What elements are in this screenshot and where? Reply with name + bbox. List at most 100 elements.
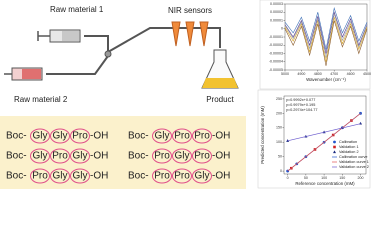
residue: Pro [154, 151, 170, 162]
equation: y=0.9979x+0.195 [286, 103, 315, 107]
y-tick-label: -0.00001 [269, 35, 283, 39]
peptide-prefix: Boc- [6, 131, 27, 142]
y-tick-label: 150 [276, 126, 282, 130]
residue: Gly [33, 151, 48, 162]
y-axis-label: Predicted concentration (mM) [260, 106, 265, 164]
y-tick-label: 0 [280, 169, 282, 173]
y-tick-label: -0.00005 [269, 68, 283, 72]
peptide-prefix: Boc- [6, 171, 27, 182]
equation: y=0.9992x+0.077 [286, 98, 315, 102]
chart-frame [257, 89, 371, 189]
product-liquid [202, 78, 238, 88]
series-line [284, 20, 368, 66]
series-line [287, 113, 361, 172]
residue: Pro [174, 171, 190, 182]
peptide-panel [0, 116, 246, 189]
residue: Pro [32, 171, 48, 182]
residue-circle [172, 168, 192, 184]
y-tick-label: 100 [276, 140, 282, 144]
mixer [104, 50, 112, 58]
residue: Gly [73, 151, 88, 162]
y-tick-label: 200 [276, 111, 282, 115]
series-line [284, 13, 368, 58]
label: Raw material 1 [50, 5, 104, 14]
x-axis-label: Reference concentration (mM) [295, 181, 355, 186]
residue: Gly [195, 171, 210, 182]
chart-frame [259, 0, 371, 90]
residue-circle [192, 168, 212, 184]
label: Product [206, 95, 234, 104]
residue: Pro [52, 151, 68, 162]
y-tick-label: 50 [278, 155, 282, 159]
residue-circle [172, 128, 192, 144]
series-line [284, 17, 368, 62]
x-tick-label: 100 [321, 176, 327, 180]
peptide-suffix: -OH [90, 171, 108, 182]
label: Raw material 2 [14, 95, 68, 104]
peptide-suffix: -OH [212, 131, 230, 142]
legend-swatch [333, 150, 336, 154]
x-tick-label: 0 [287, 176, 289, 180]
residue: Gly [33, 131, 48, 142]
residue: Gly [53, 131, 68, 142]
y-tick-label: 0.00001 [270, 18, 283, 22]
y-tick-label: -0.00002 [269, 43, 283, 47]
series-line [284, 6, 368, 50]
y-tick-label: 0.00002 [270, 10, 283, 14]
series-line [284, 11, 368, 54]
y-tick-label: -0.00003 [269, 51, 283, 55]
residue: Pro [194, 131, 210, 142]
residue-circle [192, 128, 212, 144]
legend-label: Validation curve 2 [339, 165, 369, 169]
y-tick-label: 0 [281, 27, 283, 31]
peptide-prefix: Boc- [6, 151, 27, 162]
residue: Gly [155, 131, 170, 142]
residue-circle [70, 148, 90, 164]
series-line [287, 123, 361, 142]
residue: Gly [175, 151, 190, 162]
residue-circle [172, 148, 192, 164]
y-tick-label: -0.00004 [269, 60, 283, 64]
x-tick-label: 50 [304, 176, 308, 180]
residue: Pro [72, 131, 88, 142]
label: NIR sensors [168, 6, 212, 15]
peptide-prefix: Boc- [128, 131, 149, 142]
residue-circle [50, 168, 70, 184]
residue: Gly [53, 171, 68, 182]
residue-circle [152, 148, 172, 164]
peptide-prefix: Boc- [128, 151, 149, 162]
legend-label: Calibration [339, 140, 357, 144]
x-axis-label: Wavenumber (cm⁻¹) [306, 77, 346, 82]
y-tick-label: 250 [276, 97, 282, 101]
legend-label: Validation 1 [339, 145, 359, 149]
equation: y=0.2974x+104.77 [286, 108, 317, 112]
residue-circle [192, 148, 212, 164]
residue: Pro [194, 151, 210, 162]
x-tick-label: 150 [339, 176, 345, 180]
sensor [199, 21, 209, 47]
residue: Gly [73, 171, 88, 182]
residue-circle [30, 128, 50, 144]
syringe-fill-2 [22, 69, 41, 79]
legend-swatch [333, 140, 336, 144]
process-diagram [4, 21, 239, 89]
x-tick-label: 4600 [347, 72, 355, 76]
residue: Pro [154, 171, 170, 182]
plot-area [283, 95, 367, 175]
sensor [171, 21, 181, 47]
peptide-prefix: Boc- [128, 171, 149, 182]
syringe-fill-1 [62, 31, 79, 41]
graphical-abstract: Raw material 1 Raw material 2 NIR sensor… [0, 0, 371, 189]
tube [46, 55, 109, 75]
peptide-suffix: -OH [212, 171, 230, 182]
residue-circle [70, 128, 90, 144]
residue-circle [152, 128, 172, 144]
residue: Pro [174, 131, 190, 142]
residue-circle [152, 168, 172, 184]
legend-swatch [333, 145, 336, 149]
x-tick-label: 4800 [314, 72, 322, 76]
legend-label: Validation 2 [339, 150, 359, 154]
peptide-suffix: -OH [90, 131, 108, 142]
residue-circle [30, 168, 50, 184]
